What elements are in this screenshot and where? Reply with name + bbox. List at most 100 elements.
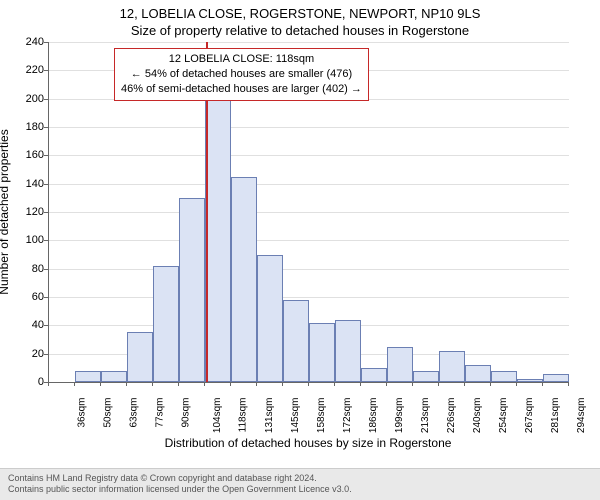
chart-container: Number of detached properties 12 LOBELIA…	[0, 42, 600, 442]
y-tick-label: 100	[4, 234, 44, 246]
x-tick-label: 50sqm	[103, 398, 114, 428]
x-tick-mark	[178, 382, 179, 386]
histogram-bar	[153, 266, 179, 382]
x-tick-label: 90sqm	[181, 398, 192, 428]
x-tick-label: 226sqm	[446, 398, 457, 434]
y-tick-mark	[44, 297, 48, 298]
gridline-h	[49, 184, 569, 185]
gridline-h	[49, 155, 569, 156]
histogram-bar	[179, 198, 205, 382]
x-tick-mark	[412, 382, 413, 386]
histogram-bar	[413, 371, 439, 382]
histogram-bar	[465, 365, 491, 382]
x-tick-mark	[74, 382, 75, 386]
x-tick-label: 104sqm	[212, 398, 223, 434]
histogram-bar	[283, 300, 309, 382]
x-tick-mark	[490, 382, 491, 386]
y-tick-label: 60	[4, 291, 44, 303]
y-tick-mark	[44, 325, 48, 326]
y-tick-label: 180	[4, 121, 44, 133]
footer-line-2: Contains public sector information licen…	[8, 484, 592, 496]
y-tick-mark	[44, 127, 48, 128]
x-tick-mark	[568, 382, 569, 386]
x-tick-mark	[126, 382, 127, 386]
chart-title-main: 12, LOBELIA CLOSE, ROGERSTONE, NEWPORT, …	[0, 0, 600, 21]
info-line-3: 46% of semi-detached houses are larger (…	[121, 82, 362, 97]
histogram-bar	[517, 379, 543, 382]
x-tick-label: 131sqm	[264, 398, 275, 434]
x-tick-mark	[282, 382, 283, 386]
footer-attribution: Contains HM Land Registry data © Crown c…	[0, 468, 600, 500]
y-tick-mark	[44, 354, 48, 355]
histogram-bar	[257, 255, 283, 383]
histogram-bar	[205, 99, 231, 382]
histogram-bar	[231, 177, 257, 382]
x-tick-mark	[542, 382, 543, 386]
x-tick-mark	[100, 382, 101, 386]
histogram-bar	[387, 347, 413, 382]
plot-area: 12 LOBELIA CLOSE: 118sqm ← 54% of detach…	[48, 42, 569, 383]
y-tick-label: 220	[4, 64, 44, 76]
info-line-1: 12 LOBELIA CLOSE: 118sqm	[121, 52, 362, 67]
x-tick-mark	[516, 382, 517, 386]
x-tick-mark	[152, 382, 153, 386]
x-tick-label: 145sqm	[290, 398, 301, 434]
histogram-bar	[309, 323, 335, 383]
x-tick-mark	[438, 382, 439, 386]
footer-line-1: Contains HM Land Registry data © Crown c…	[8, 473, 592, 485]
x-tick-label: 36sqm	[77, 398, 88, 428]
gridline-h	[49, 127, 569, 128]
x-tick-mark	[386, 382, 387, 386]
y-tick-label: 40	[4, 319, 44, 331]
x-tick-label: 63sqm	[129, 398, 140, 428]
x-tick-label: 267sqm	[524, 398, 535, 434]
x-tick-mark	[230, 382, 231, 386]
y-tick-mark	[44, 240, 48, 241]
x-tick-mark	[334, 382, 335, 386]
x-tick-label: 240sqm	[472, 398, 483, 434]
y-tick-mark	[44, 212, 48, 213]
x-axis-label: Distribution of detached houses by size …	[48, 436, 568, 450]
y-tick-mark	[44, 42, 48, 43]
x-tick-label: 77sqm	[155, 398, 166, 428]
x-tick-label: 254sqm	[498, 398, 509, 434]
x-tick-label: 213sqm	[420, 398, 431, 434]
y-tick-label: 20	[4, 348, 44, 360]
y-tick-label: 160	[4, 149, 44, 161]
x-tick-label: 158sqm	[316, 398, 327, 434]
x-tick-mark	[48, 382, 49, 386]
info-line-2: ← 54% of detached houses are smaller (47…	[121, 67, 362, 82]
y-tick-label: 80	[4, 263, 44, 275]
gridline-h	[49, 212, 569, 213]
y-tick-label: 200	[4, 93, 44, 105]
x-tick-mark	[360, 382, 361, 386]
gridline-h	[49, 269, 569, 270]
x-tick-label: 281sqm	[550, 398, 561, 434]
y-tick-label: 240	[4, 36, 44, 48]
histogram-bar	[439, 351, 465, 382]
histogram-bar	[361, 368, 387, 382]
x-tick-label: 172sqm	[342, 398, 353, 434]
gridline-h	[49, 42, 569, 43]
x-tick-label: 186sqm	[368, 398, 379, 434]
x-tick-label: 294sqm	[576, 398, 587, 434]
y-tick-label: 140	[4, 178, 44, 190]
x-tick-label: 199sqm	[394, 398, 405, 434]
y-tick-label: 120	[4, 206, 44, 218]
x-tick-label: 118sqm	[237, 398, 248, 433]
x-tick-mark	[308, 382, 309, 386]
histogram-bar	[75, 371, 101, 382]
info-box: 12 LOBELIA CLOSE: 118sqm ← 54% of detach…	[114, 48, 369, 101]
x-tick-mark	[256, 382, 257, 386]
gridline-h	[49, 240, 569, 241]
x-tick-mark	[204, 382, 205, 386]
chart-title-sub: Size of property relative to detached ho…	[0, 21, 600, 42]
histogram-bar	[101, 371, 127, 382]
y-tick-label: 0	[4, 376, 44, 388]
y-tick-mark	[44, 184, 48, 185]
x-tick-mark	[464, 382, 465, 386]
histogram-bar	[127, 332, 153, 382]
gridline-h	[49, 297, 569, 298]
y-tick-mark	[44, 99, 48, 100]
y-tick-mark	[44, 269, 48, 270]
